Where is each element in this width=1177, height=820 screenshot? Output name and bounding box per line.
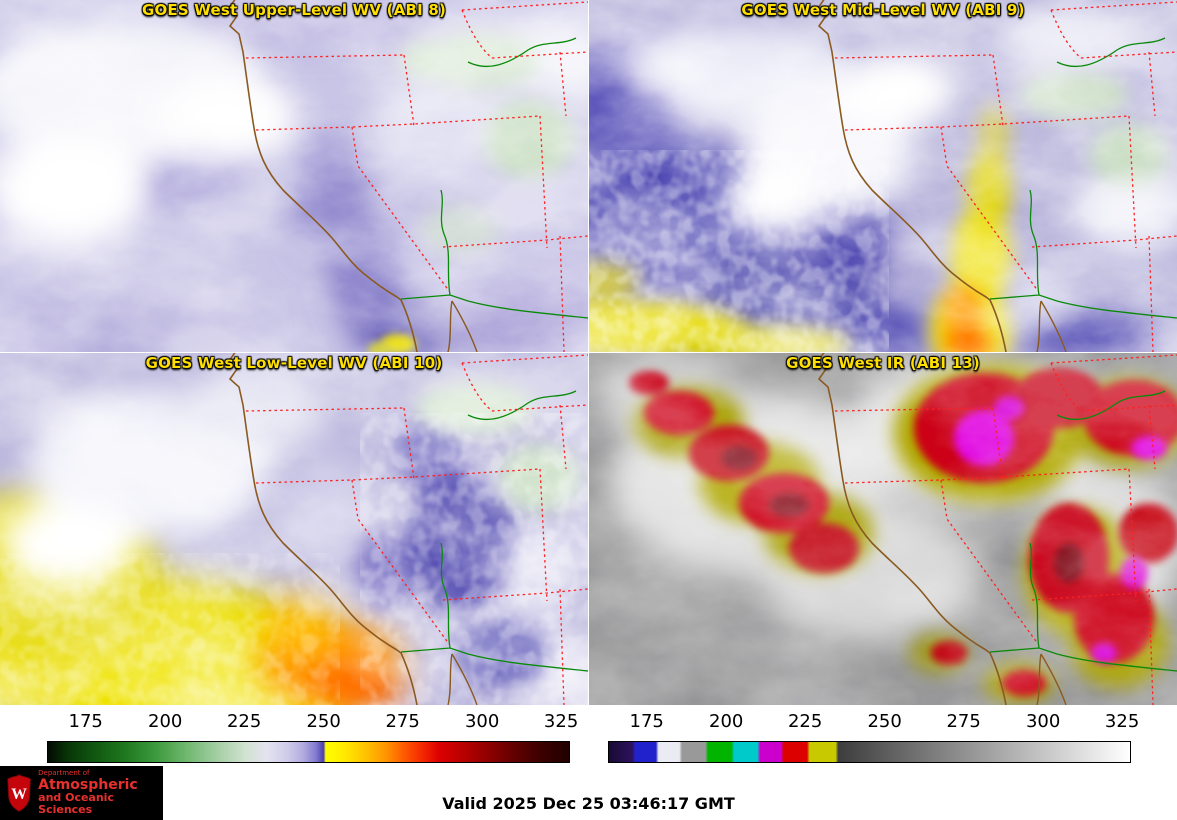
uw-aos-logo: W Department of Atmospheric and Oceanic … [0,766,163,820]
panel-title: GOES West Low-Level WV (ABI 10) [145,354,443,372]
panel-upper-level-wv: GOES West Upper-Level WV (ABI 8) [0,0,588,352]
panel-title: GOES West IR (ABI 13) [786,354,980,372]
logo-oceanic-line: and Oceanic Sciences [38,791,114,817]
panel-title: GOES West Upper-Level WV (ABI 8) [141,1,447,19]
colorbar-tick: 325 [543,711,579,732]
valid-time-label: Valid 2025 Dec 25 03:46:17 GMT [442,794,735,813]
satellite-image-abi10 [0,353,588,705]
colorbar-tick: 200 [709,711,744,732]
colorbar-tick: 300 [464,711,500,732]
colorbar-tick: 250 [867,711,902,732]
colorbar-wv-ticks: 175 200 225 250 275 300 325 [47,705,579,741]
satellite-image-abi8 [0,0,588,352]
colorbar-ir-ticks: 175 200 225 250 275 300 325 [608,705,1140,741]
colorbar-tick: 200 [148,711,183,732]
colorbar-tick: 175 [629,711,664,732]
colorbar-tick: 175 [68,711,103,732]
quad-panel-grid: GOES West Upper-Level WV (ABI 8) [0,0,1177,705]
colorbar-tick: 250 [306,711,341,732]
colorbar-wv-gradient [47,741,570,763]
colorbar-ir-gradient [608,741,1131,763]
uw-aos-logo-text: Department of Atmospheric and Oceanic Sc… [38,769,163,817]
colorbar-tick: 275 [946,711,981,732]
satellite-image-abi13 [589,353,1177,705]
panel-low-level-wv: GOES West Low-Level WV (ABI 10) [0,353,588,705]
colorbar-wv: 175 200 225 250 275 300 325 [47,705,579,767]
colorbar-tick: 225 [226,711,262,732]
crest-letter: W [11,786,27,803]
colorbar-ir: 175 200 225 250 275 300 325 [608,705,1140,767]
panel-title: GOES West Mid-Level WV (ABI 9) [741,1,1025,19]
colorbar-tick: 275 [385,711,420,732]
colorbar-tick: 300 [1025,711,1061,732]
colorbar-tick: 225 [787,711,823,732]
colorbar-tick: 325 [1104,711,1140,732]
satellite-image-abi9 [589,0,1177,352]
logo-dept-line: Department of [38,769,90,778]
panel-mid-level-wv: GOES West Mid-Level WV (ABI 9) [589,0,1177,352]
uw-crest-icon: W [7,774,31,812]
logo-atmospheric-line: Atmospheric [38,776,138,793]
panel-ir: GOES West IR (ABI 13) [589,353,1177,705]
